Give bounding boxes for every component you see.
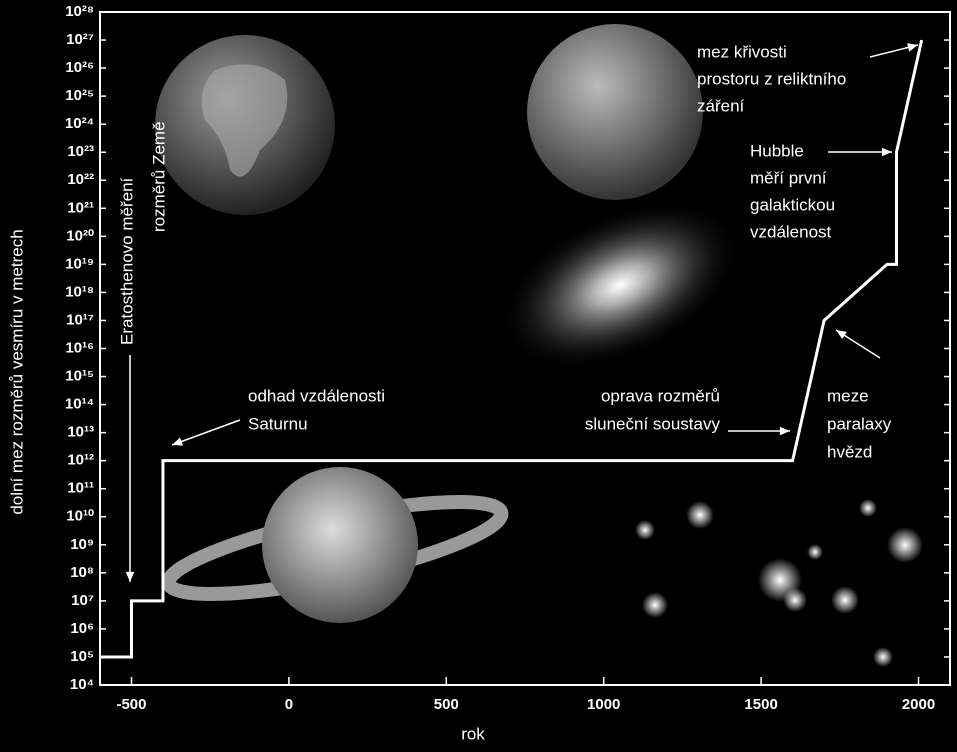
y-tick-label: 10¹⁶ (65, 339, 94, 356)
y-tick-label: 10⁸ (70, 564, 94, 581)
arrow-head (836, 330, 847, 340)
x-tick-label: 1500 (744, 696, 777, 713)
y-tick-label: 10²⁴ (65, 115, 94, 132)
y-axis-label: dolní mez rozměrů vesmíru v metrech (7, 229, 26, 514)
arrow-head (907, 43, 918, 52)
x-tick-label: 1000 (587, 696, 620, 713)
arrow-head (779, 426, 790, 436)
annotation: mez křivosti (697, 42, 787, 61)
y-tick-label: 10¹⁰ (66, 508, 94, 525)
y-tick-label: 10¹⁷ (66, 311, 94, 328)
y-tick-label: 10¹¹ (67, 480, 94, 497)
y-tick-label: 10¹³ (67, 424, 94, 441)
annotation: odhad vzdálenosti (248, 386, 385, 405)
arrow-head (172, 437, 183, 446)
y-tick-label: 10²¹ (67, 199, 94, 216)
annotation: oprava rozměrů (601, 386, 720, 405)
x-tick-label: 2000 (902, 696, 935, 713)
annotation: prostoru z reliktního (697, 69, 846, 88)
annotation: hvězd (827, 442, 872, 461)
annotation: meze (827, 386, 869, 405)
annotation: měří první (750, 168, 827, 187)
y-tick-label: 10⁵ (70, 648, 94, 665)
arrow-head (881, 147, 892, 157)
annotation: galaktickou (750, 195, 835, 214)
annotation: záření (697, 96, 745, 115)
y-tick-label: 10²³ (67, 143, 94, 160)
x-tick-label: 500 (434, 696, 459, 713)
x-axis-label: rok (461, 724, 485, 743)
y-tick-label: 10¹⁵ (65, 368, 94, 385)
data-line (100, 39, 924, 659)
annotation: Saturnu (248, 414, 308, 433)
y-tick-label: 10¹² (67, 452, 94, 469)
arrow (171, 419, 241, 446)
decoration (155, 24, 923, 667)
y-tick-label: 10¹⁴ (65, 396, 94, 413)
annotation: sluneční soustavy (585, 414, 721, 433)
y-tick-label: 10²² (67, 171, 94, 188)
x-tick-label: -500 (116, 696, 146, 713)
annotation: rozměrů Země (149, 121, 168, 232)
annotation: Hubble (750, 141, 804, 160)
annotation: vzdálenost (750, 222, 832, 241)
y-tick-label: 10²⁰ (66, 227, 94, 244)
annotation: Eratosthenovo měření (117, 177, 136, 345)
y-tick-label: 10²⁵ (65, 87, 94, 104)
y-tick-label: 10²⁷ (66, 31, 94, 48)
y-tick-label: 10¹⁹ (65, 255, 94, 272)
y-tick-label: 10⁹ (70, 536, 94, 553)
arrow-head (125, 571, 135, 582)
y-tick-label: 10⁴ (70, 676, 94, 693)
y-tick-label: 10²⁶ (65, 59, 94, 76)
y-tick-label: 10¹⁸ (65, 283, 94, 300)
annotation: paralaxy (827, 414, 892, 433)
x-tick-label: 0 (285, 696, 293, 713)
y-tick-label: 10⁷ (71, 592, 94, 609)
y-tick-label: 10⁶ (70, 620, 94, 637)
y-tick-label: 10²⁸ (65, 3, 94, 20)
